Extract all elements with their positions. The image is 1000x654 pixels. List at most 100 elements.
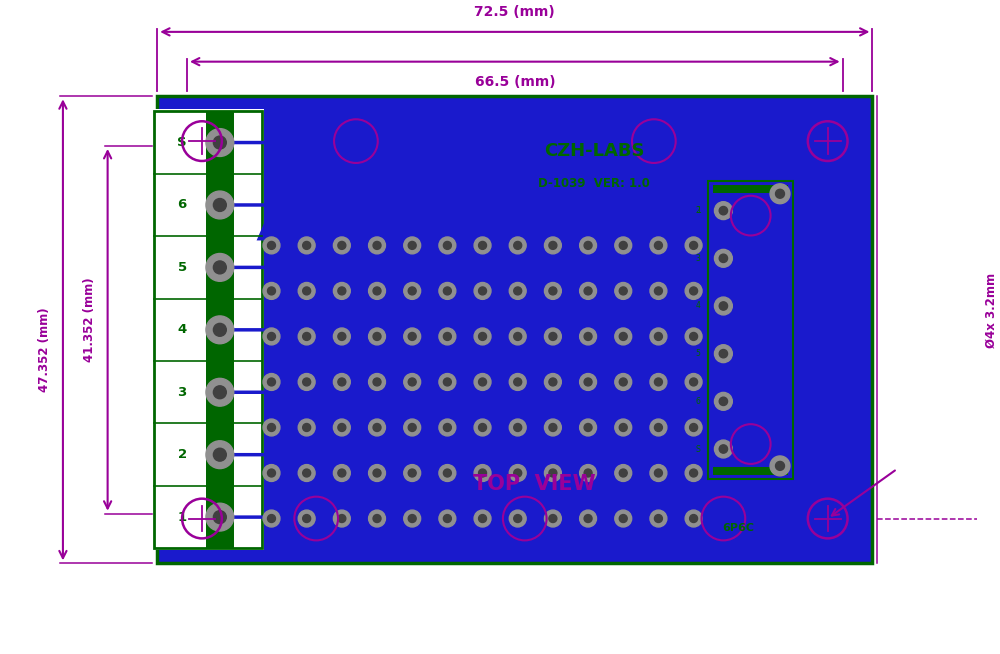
Circle shape xyxy=(509,237,526,254)
Circle shape xyxy=(615,373,632,390)
Circle shape xyxy=(690,241,698,249)
Circle shape xyxy=(408,332,416,341)
Circle shape xyxy=(615,510,632,527)
Circle shape xyxy=(690,287,698,295)
Circle shape xyxy=(206,129,234,156)
Circle shape xyxy=(549,287,557,295)
Circle shape xyxy=(443,469,451,477)
Circle shape xyxy=(408,469,416,477)
Circle shape xyxy=(268,287,275,295)
Text: 5: 5 xyxy=(178,261,187,274)
Circle shape xyxy=(479,515,487,523)
Text: 72.5 (mm): 72.5 (mm) xyxy=(474,5,555,19)
Circle shape xyxy=(714,345,732,362)
Circle shape xyxy=(268,378,275,386)
Circle shape xyxy=(544,419,561,436)
Circle shape xyxy=(298,328,315,345)
Circle shape xyxy=(650,283,667,300)
Circle shape xyxy=(584,515,592,523)
Circle shape xyxy=(509,373,526,390)
Circle shape xyxy=(404,419,421,436)
Polygon shape xyxy=(257,101,867,241)
Circle shape xyxy=(303,378,311,386)
Circle shape xyxy=(685,510,702,527)
Circle shape xyxy=(770,456,790,476)
Circle shape xyxy=(303,469,311,477)
Circle shape xyxy=(206,379,234,406)
Bar xyxy=(157,96,872,563)
Bar xyxy=(708,181,793,479)
Circle shape xyxy=(213,511,226,524)
Circle shape xyxy=(479,424,487,432)
Circle shape xyxy=(474,464,491,481)
Circle shape xyxy=(213,261,226,274)
Circle shape xyxy=(479,287,487,295)
Circle shape xyxy=(580,328,597,345)
Text: 1: 1 xyxy=(178,511,187,524)
Circle shape xyxy=(514,332,522,341)
Circle shape xyxy=(263,237,280,254)
Circle shape xyxy=(333,373,350,390)
Circle shape xyxy=(268,469,275,477)
Circle shape xyxy=(509,419,526,436)
Circle shape xyxy=(654,287,662,295)
Circle shape xyxy=(549,241,557,249)
Circle shape xyxy=(690,515,698,523)
Circle shape xyxy=(549,378,557,386)
Circle shape xyxy=(514,469,522,477)
Circle shape xyxy=(439,510,456,527)
Circle shape xyxy=(439,373,456,390)
Circle shape xyxy=(650,328,667,345)
Circle shape xyxy=(474,283,491,300)
Circle shape xyxy=(654,332,662,341)
Circle shape xyxy=(206,503,234,531)
Text: 6: 6 xyxy=(177,198,187,211)
Circle shape xyxy=(439,328,456,345)
Circle shape xyxy=(213,199,226,211)
Circle shape xyxy=(690,332,698,341)
Circle shape xyxy=(544,464,561,481)
Circle shape xyxy=(685,464,702,481)
Circle shape xyxy=(369,328,385,345)
Circle shape xyxy=(338,241,346,249)
Circle shape xyxy=(685,283,702,300)
Circle shape xyxy=(369,464,385,481)
Bar xyxy=(713,467,788,475)
Circle shape xyxy=(443,241,451,249)
Circle shape xyxy=(474,510,491,527)
Circle shape xyxy=(373,287,381,295)
Circle shape xyxy=(373,332,381,341)
Circle shape xyxy=(333,510,350,527)
Circle shape xyxy=(580,373,597,390)
Circle shape xyxy=(369,510,385,527)
Circle shape xyxy=(298,237,315,254)
Circle shape xyxy=(615,237,632,254)
Circle shape xyxy=(213,386,226,399)
Circle shape xyxy=(580,464,597,481)
Circle shape xyxy=(404,237,421,254)
Circle shape xyxy=(369,237,385,254)
Circle shape xyxy=(443,287,451,295)
Circle shape xyxy=(443,332,451,341)
Circle shape xyxy=(690,469,698,477)
Circle shape xyxy=(474,419,491,436)
Circle shape xyxy=(338,424,346,432)
Circle shape xyxy=(619,424,627,432)
Circle shape xyxy=(408,378,416,386)
Circle shape xyxy=(650,464,667,481)
Circle shape xyxy=(549,332,557,341)
Circle shape xyxy=(685,419,702,436)
Circle shape xyxy=(619,378,627,386)
Circle shape xyxy=(333,283,350,300)
Circle shape xyxy=(776,462,784,470)
Circle shape xyxy=(333,328,350,345)
Circle shape xyxy=(719,207,728,215)
Circle shape xyxy=(338,287,346,295)
Circle shape xyxy=(303,287,311,295)
Text: 6: 6 xyxy=(696,397,701,406)
Circle shape xyxy=(719,254,728,262)
Circle shape xyxy=(479,241,487,249)
Circle shape xyxy=(479,469,487,477)
Circle shape xyxy=(514,287,522,295)
Circle shape xyxy=(213,323,226,336)
